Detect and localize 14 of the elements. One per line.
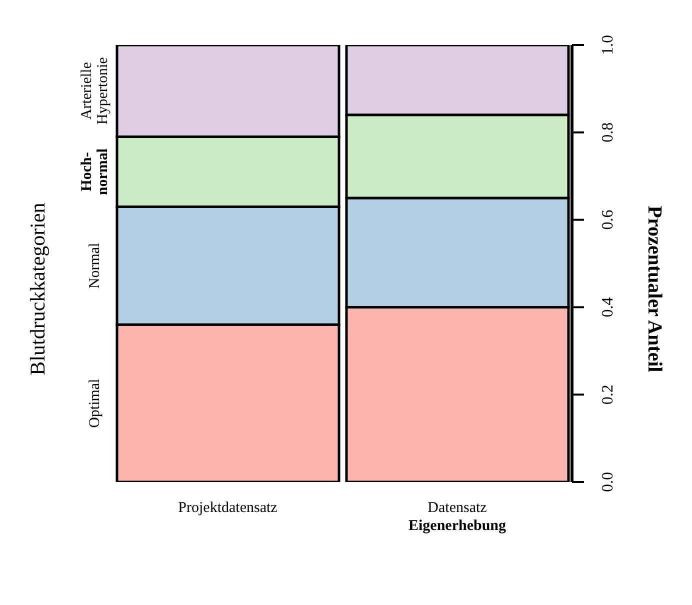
legend-title: Blutdruckkategorien: [26, 202, 50, 375]
x-tick-label: Projektdatensatz: [178, 500, 278, 516]
text: Arterielle Hypertonie: [79, 56, 111, 125]
y-tick-label: 1.0: [600, 35, 616, 55]
x-tick-label: Datensatz Eigenerhebung: [408, 500, 507, 534]
y-tick-label: 0.4: [600, 297, 616, 318]
y-tick-label: 0.8: [600, 122, 616, 142]
y-tick-label: 0.6: [600, 210, 616, 230]
text: Normal: [87, 242, 103, 289]
y-axis-title: Prozentualer Anteil: [642, 205, 666, 372]
y-tick-label: 0.2: [600, 384, 616, 405]
y-tick-label: 0.0: [600, 472, 616, 492]
text: Optimal: [87, 378, 103, 428]
text: Hoch-normal: [79, 148, 111, 196]
